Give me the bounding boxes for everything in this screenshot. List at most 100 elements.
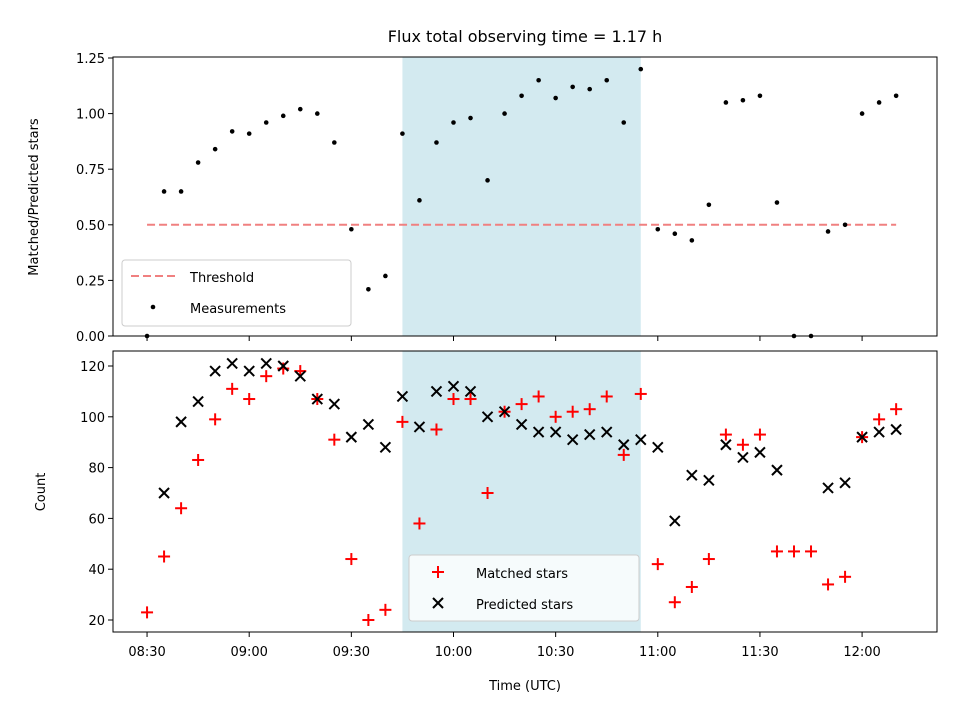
predicted-star-marker: [890, 423, 902, 436]
x-axis-label: Time (UTC): [488, 679, 561, 694]
matched-star-marker: [464, 393, 477, 406]
measurement-point: [195, 160, 201, 165]
bottom-y-tick-label: 100: [80, 411, 105, 426]
measurement-point: [349, 226, 354, 232]
matched-star-marker: [566, 405, 579, 418]
matched-star-marker: [379, 603, 392, 616]
bottom-axes-frame: [112, 350, 938, 633]
predicted-star-marker: [532, 426, 545, 438]
legend-matched-label: Matched stars: [476, 567, 568, 582]
top-y-tick-label: 0.75: [76, 163, 105, 178]
matched-star-marker: [668, 596, 681, 609]
top-legend-box: [121, 259, 352, 327]
matched-star-marker: [685, 580, 698, 593]
predicted-star-marker: [618, 439, 630, 451]
matched-star-marker: [805, 545, 818, 558]
predicted-star-markers: [158, 357, 902, 527]
matched-star-marker: [822, 578, 835, 591]
predicted-star-marker: [549, 426, 562, 438]
x-tick-label: 12:00: [843, 645, 880, 660]
measurement-point: [434, 140, 439, 145]
matched-star-marker: [481, 487, 494, 499]
predicted-star-marker: [856, 431, 868, 443]
top-y-tick-label: 1.00: [76, 108, 105, 123]
measurement-point: [485, 178, 490, 183]
predicted-star-marker: [260, 357, 272, 370]
measurement-point: [621, 120, 627, 125]
predicted-star-marker: [277, 360, 289, 372]
measurement-point: [553, 95, 558, 101]
matched-star-marker: [515, 398, 528, 411]
matched-star-marker: [141, 606, 154, 619]
legend-threshold-label: Threshold: [189, 271, 254, 286]
predicted-star-marker: [328, 398, 341, 410]
legend-matched-swatch: [432, 566, 444, 578]
predicted-star-marker: [362, 418, 375, 431]
measurement-point: [655, 226, 661, 232]
matched-star-marker: [770, 545, 783, 558]
matched-star-marker: [430, 423, 443, 436]
measurement-point: [400, 131, 405, 136]
top-x-ticks: [146, 336, 863, 341]
bottom-legend-box: [408, 554, 640, 622]
measurement-point: [706, 202, 712, 208]
bottom-y-tick-label: 60: [88, 512, 105, 527]
measurement-point: [502, 111, 507, 116]
matched-star-marker: [600, 390, 613, 403]
measurement-point: [672, 231, 678, 236]
matched-star-marker: [736, 438, 749, 451]
x-tick-label: 09:00: [230, 645, 267, 660]
measurement-point: [383, 273, 388, 279]
measurement-point: [366, 286, 371, 292]
matched-star-marker: [362, 614, 375, 626]
x-tick-label: 10:00: [435, 645, 472, 660]
measurement-point: [263, 120, 269, 125]
measurement-points: [144, 66, 899, 339]
matched-star-marker: [719, 428, 732, 441]
measurement-point: [178, 189, 184, 194]
top-y-axis-label: Matched/Predicted stars: [27, 118, 42, 276]
matched-star-marker: [413, 517, 426, 530]
matched-star-marker: [175, 502, 188, 515]
x-tick-label: 11:30: [741, 645, 778, 660]
matched-star-marker: [753, 428, 766, 441]
top-legend: Threshold Measurements: [121, 259, 352, 327]
measurement-point: [297, 106, 303, 112]
measurement-point: [314, 111, 320, 116]
legend-predicted-swatch: [432, 597, 444, 609]
bottom-y-tick-label: 40: [88, 563, 105, 578]
top-y-tick-label: 0.00: [76, 330, 105, 345]
measurement-point: [246, 131, 252, 136]
bottom-panel: 20 40 60 80 100 120 08:30 09:00 09:30 10:00 10:30…: [34, 350, 938, 694]
matched-star-marker: [651, 558, 664, 571]
predicted-star-marker: [601, 426, 613, 438]
predicted-star-marker: [873, 426, 885, 438]
matched-star-marker: [328, 433, 341, 446]
predicted-star-marker: [226, 357, 238, 370]
predicted-star-marker: [345, 431, 358, 443]
predicted-star-marker: [635, 433, 647, 446]
matched-star-marker: [787, 545, 800, 558]
measurement-point: [229, 129, 235, 134]
measurement-point: [536, 77, 541, 83]
predicted-star-marker: [515, 418, 528, 431]
top-y-axis: 0.00 0.25 0.50 0.75 1.00 1.25: [76, 52, 113, 345]
legend-measurements-label: Measurements: [190, 302, 286, 317]
predicted-star-marker: [379, 441, 392, 453]
bottom-y-tick-label: 80: [88, 462, 105, 477]
predicted-star-marker: [822, 482, 834, 494]
predicted-star-marker: [703, 474, 715, 487]
predicted-star-marker: [669, 515, 681, 527]
measurement-point: [332, 140, 337, 145]
top-panel: 0.00 0.25 0.50 0.75 1.00 1.25 Matched/Predict…: [27, 52, 938, 345]
top-y-tick-label: 1.25: [76, 52, 105, 67]
predicted-star-marker: [311, 393, 324, 405]
measurement-point: [212, 146, 218, 152]
legend-predicted-label: Predicted stars: [476, 598, 573, 613]
predicted-star-marker: [737, 451, 749, 464]
measurement-point: [587, 86, 592, 92]
predicted-star-marker: [209, 365, 221, 377]
bottom-y-tick-label: 120: [80, 360, 105, 375]
x-tick-label: 09:30: [333, 645, 370, 660]
matched-star-marker: [873, 413, 886, 426]
